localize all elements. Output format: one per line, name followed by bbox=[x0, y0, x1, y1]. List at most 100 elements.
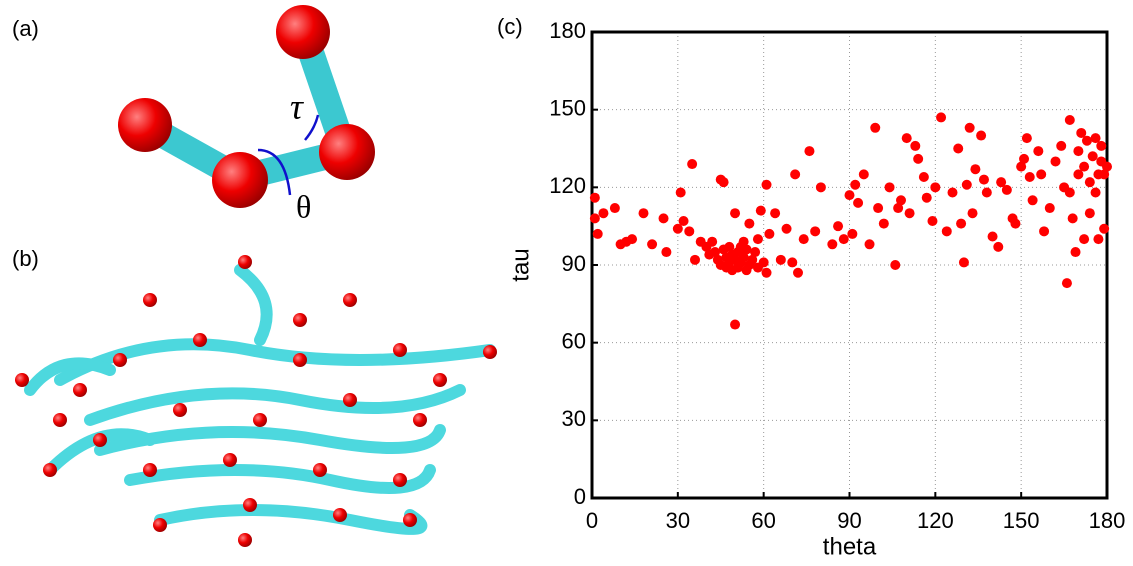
point bbox=[921, 192, 932, 203]
point bbox=[1033, 146, 1044, 157]
x-tick-label: 0 bbox=[586, 508, 598, 533]
point bbox=[1076, 127, 1087, 138]
point bbox=[947, 187, 958, 198]
point bbox=[1001, 184, 1012, 195]
point bbox=[810, 226, 821, 237]
point bbox=[1090, 187, 1101, 198]
point bbox=[1084, 177, 1095, 188]
x-tick-label: 30 bbox=[666, 508, 690, 533]
point bbox=[1050, 156, 1061, 167]
point bbox=[833, 221, 844, 232]
point bbox=[1064, 187, 1075, 198]
point bbox=[873, 203, 884, 214]
point bbox=[1081, 135, 1092, 146]
point bbox=[1073, 169, 1084, 180]
point bbox=[976, 130, 987, 141]
point bbox=[1099, 223, 1110, 234]
point bbox=[1102, 161, 1112, 172]
y-tick-label: 180 bbox=[549, 18, 586, 43]
point bbox=[967, 208, 978, 219]
point bbox=[1016, 161, 1027, 172]
point bbox=[758, 257, 769, 268]
point bbox=[910, 140, 921, 151]
point bbox=[730, 208, 741, 219]
point bbox=[738, 252, 749, 263]
point bbox=[738, 236, 749, 247]
y-tick-label: 60 bbox=[562, 328, 586, 353]
point bbox=[1090, 133, 1101, 144]
panel-label: (c) bbox=[497, 14, 523, 39]
point bbox=[764, 228, 775, 239]
point bbox=[744, 218, 755, 229]
point bbox=[752, 234, 763, 245]
molecule-diagram bbox=[118, 5, 375, 208]
x-tick-label: 60 bbox=[751, 508, 775, 533]
point bbox=[730, 319, 741, 330]
point bbox=[1056, 140, 1067, 151]
point bbox=[690, 254, 700, 265]
point bbox=[761, 267, 772, 278]
point bbox=[1070, 247, 1081, 258]
protein-atoms bbox=[15, 255, 497, 547]
panel-label: (b) bbox=[12, 246, 39, 271]
point bbox=[1010, 218, 1021, 229]
point bbox=[1096, 140, 1107, 151]
point bbox=[893, 203, 904, 214]
x-tick-label: 90 bbox=[837, 508, 861, 533]
point bbox=[941, 226, 952, 237]
scatter-plot: 0 30 60 90 120 150 180 0 30 60 90 120 150 180 theta tau bbox=[507, 18, 1125, 561]
point bbox=[638, 208, 649, 219]
point bbox=[838, 234, 849, 245]
point bbox=[1067, 213, 1078, 224]
point bbox=[930, 182, 941, 193]
point bbox=[961, 179, 972, 190]
point bbox=[958, 257, 969, 268]
point bbox=[1084, 208, 1095, 219]
point bbox=[815, 182, 826, 193]
point bbox=[627, 234, 638, 245]
point bbox=[827, 239, 838, 250]
point bbox=[658, 213, 669, 224]
point bbox=[850, 179, 861, 190]
protein-illustration bbox=[24, 264, 496, 535]
point bbox=[970, 164, 981, 175]
point bbox=[847, 228, 858, 239]
point bbox=[890, 260, 901, 270]
point bbox=[936, 112, 947, 123]
point bbox=[589, 192, 600, 203]
panel-label: (a) bbox=[12, 16, 39, 41]
point bbox=[987, 231, 998, 242]
point bbox=[793, 267, 803, 278]
point bbox=[927, 215, 938, 226]
point bbox=[918, 171, 929, 182]
point bbox=[1021, 133, 1032, 144]
point bbox=[870, 122, 881, 133]
point bbox=[904, 208, 915, 219]
point bbox=[687, 159, 698, 170]
point bbox=[884, 182, 895, 193]
point bbox=[878, 218, 889, 229]
x-axis-label: theta bbox=[823, 533, 877, 560]
point bbox=[770, 208, 781, 219]
point bbox=[1027, 195, 1038, 206]
point bbox=[761, 179, 772, 190]
y-tick-label: 90 bbox=[562, 251, 586, 276]
point bbox=[718, 177, 729, 188]
point bbox=[710, 247, 721, 258]
point bbox=[592, 228, 603, 239]
point bbox=[747, 254, 758, 265]
point bbox=[953, 143, 964, 154]
tau-symbol: τ bbox=[290, 86, 304, 126]
point bbox=[775, 254, 786, 265]
point bbox=[1073, 146, 1084, 157]
point bbox=[755, 205, 766, 216]
theta-symbol: θ bbox=[296, 188, 311, 224]
point bbox=[798, 234, 809, 245]
point bbox=[1079, 234, 1090, 245]
point bbox=[589, 213, 600, 224]
point bbox=[787, 257, 798, 268]
point bbox=[647, 239, 658, 250]
point bbox=[661, 247, 672, 258]
point bbox=[913, 153, 924, 164]
